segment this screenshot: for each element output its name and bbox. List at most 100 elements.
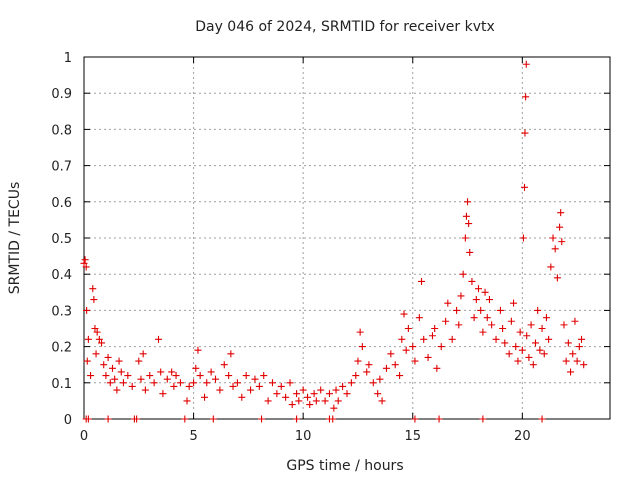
data-point bbox=[538, 325, 546, 332]
data-point bbox=[354, 357, 362, 365]
data-point bbox=[137, 375, 145, 383]
data-point bbox=[556, 223, 564, 231]
data-point bbox=[83, 306, 91, 314]
data-point bbox=[575, 343, 583, 351]
data-point bbox=[522, 60, 530, 68]
data-point bbox=[128, 382, 136, 390]
data-point bbox=[459, 270, 467, 278]
data-point bbox=[551, 245, 559, 253]
data-point bbox=[111, 375, 119, 383]
x-tick-label: 10 bbox=[295, 429, 312, 444]
data-point bbox=[106, 379, 114, 387]
data-point bbox=[176, 379, 184, 387]
y-axis-label: SRMTID / TECUs bbox=[7, 182, 23, 295]
data-point bbox=[104, 353, 112, 361]
x-tick-label: 20 bbox=[514, 429, 531, 444]
data-point bbox=[124, 372, 132, 380]
data-point bbox=[479, 415, 487, 423]
data-point bbox=[465, 220, 473, 228]
data-point bbox=[225, 372, 233, 380]
data-point bbox=[363, 368, 371, 376]
data-point bbox=[92, 350, 100, 358]
data-point bbox=[519, 234, 527, 242]
data-point bbox=[378, 397, 386, 405]
data-point bbox=[536, 346, 544, 354]
data-point bbox=[442, 317, 450, 325]
data-point bbox=[242, 372, 250, 380]
data-point bbox=[325, 390, 333, 398]
data-point bbox=[133, 415, 141, 423]
data-point bbox=[464, 198, 472, 206]
data-point bbox=[448, 335, 456, 343]
data-point bbox=[91, 325, 99, 332]
data-point bbox=[321, 397, 329, 405]
y-tick-label: 0.5 bbox=[51, 232, 72, 247]
y-tick-label: 0 bbox=[64, 413, 72, 428]
data-point bbox=[522, 93, 530, 101]
data-point bbox=[141, 386, 149, 394]
data-point bbox=[521, 183, 529, 191]
data-point bbox=[157, 368, 165, 376]
data-point bbox=[468, 277, 476, 285]
data-point bbox=[288, 401, 296, 409]
data-point bbox=[150, 379, 158, 387]
data-point bbox=[330, 404, 338, 412]
y-tick-label: 0.8 bbox=[51, 123, 72, 138]
data-point bbox=[580, 361, 588, 369]
data-point bbox=[135, 357, 143, 365]
data-point bbox=[564, 339, 572, 347]
data-point bbox=[411, 415, 419, 423]
data-point bbox=[545, 335, 553, 343]
data-point bbox=[264, 397, 272, 405]
data-point bbox=[170, 382, 178, 390]
data-point bbox=[139, 350, 147, 358]
data-point bbox=[477, 306, 485, 314]
data-point bbox=[286, 379, 294, 387]
data-point bbox=[470, 314, 478, 322]
data-point bbox=[387, 350, 395, 358]
data-point bbox=[457, 292, 465, 300]
data-point bbox=[369, 379, 377, 387]
data-point bbox=[398, 335, 406, 343]
data-point bbox=[444, 299, 452, 307]
data-point bbox=[299, 386, 307, 394]
data-point bbox=[113, 386, 121, 394]
data-point bbox=[356, 328, 364, 336]
data-point bbox=[501, 339, 509, 347]
data-point bbox=[334, 397, 342, 405]
data-point bbox=[172, 372, 180, 380]
data-point bbox=[540, 350, 548, 358]
data-point bbox=[194, 346, 202, 354]
data-point bbox=[89, 285, 97, 293]
data-point bbox=[376, 375, 384, 383]
data-point bbox=[282, 393, 290, 401]
data-point bbox=[578, 335, 586, 343]
data-point bbox=[567, 368, 575, 376]
data-point bbox=[531, 339, 539, 347]
data-points bbox=[80, 60, 588, 423]
data-point bbox=[207, 368, 215, 376]
data-point bbox=[512, 343, 520, 351]
y-tick-label: 0.7 bbox=[51, 160, 72, 175]
data-point bbox=[358, 343, 366, 351]
axis-ticks: 00.10.20.30.40.50.60.70.80.910 5 10 15 20 bbox=[51, 51, 610, 444]
data-point bbox=[115, 357, 123, 365]
data-point bbox=[220, 361, 228, 369]
data-point bbox=[492, 335, 500, 343]
data-point bbox=[420, 335, 428, 343]
data-point bbox=[374, 390, 382, 398]
data-point bbox=[479, 328, 487, 336]
data-point bbox=[273, 390, 281, 398]
data-point bbox=[529, 361, 537, 369]
data-point bbox=[365, 361, 373, 369]
data-point bbox=[339, 382, 347, 390]
data-point bbox=[382, 364, 390, 372]
data-point bbox=[560, 321, 568, 329]
data-point bbox=[227, 350, 235, 358]
data-point bbox=[485, 296, 493, 304]
data-point bbox=[310, 390, 318, 398]
data-point bbox=[229, 382, 237, 390]
data-point bbox=[481, 288, 489, 296]
